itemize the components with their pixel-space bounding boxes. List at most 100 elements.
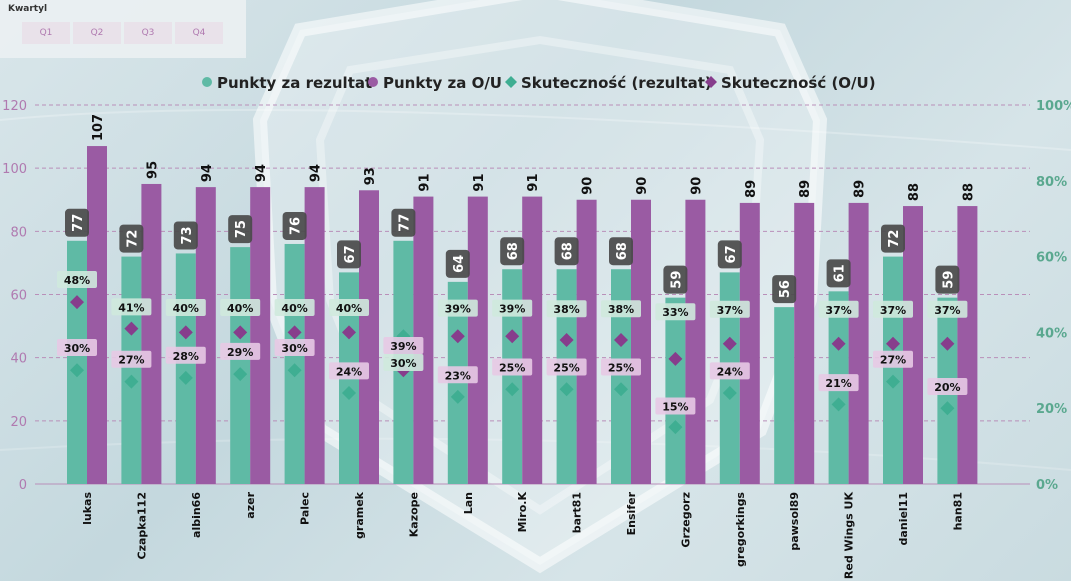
x-category-label: Czapka112 <box>135 492 148 559</box>
slicer-option-q2[interactable]: Q2 <box>73 22 121 44</box>
bar-rezultat <box>611 269 631 484</box>
pct-ou-label-box <box>383 354 424 371</box>
bar-ou-value-label: 89 <box>853 180 868 198</box>
bar-rezultat-label-box <box>663 265 688 294</box>
pct-ou-label: 38% <box>608 303 634 316</box>
bar-ou-value-label: 95 <box>145 161 160 179</box>
quartile-slicer: Kwartyl Q1 Q2 Q3 Q4 <box>0 0 246 58</box>
x-category-label: albin66 <box>190 492 203 538</box>
slicer-option-q3[interactable]: Q3 <box>124 22 172 44</box>
pct-ou-label: 41% <box>118 301 144 314</box>
marker-skutecznosc-rez <box>342 386 356 401</box>
marker-skutecznosc-rez <box>124 374 139 389</box>
pct-ou-label: 30% <box>390 357 416 370</box>
pct-rez-label: 25% <box>608 362 634 375</box>
bar-rezultat <box>502 269 523 484</box>
y-tick-label: 60 <box>10 289 27 304</box>
pct-rez-label-box <box>111 350 152 368</box>
slicer-option-q4[interactable]: Q4 <box>175 22 223 44</box>
pct-rez-label: 29% <box>227 346 253 359</box>
x-category-label: gregorkings <box>734 492 747 567</box>
marker-skutecznosc-ou <box>233 325 248 340</box>
pct-ou-label: 39% <box>499 303 525 316</box>
pct-rez-label: 20% <box>934 381 960 394</box>
marker-skutecznosc-rez <box>940 401 955 416</box>
bar-rezultat-value-label: 73 <box>180 226 195 244</box>
bar-ou-value-label: 88 <box>961 183 976 201</box>
marker-skutecznosc-ou <box>614 332 628 347</box>
bar-rezultat-value-label: 64 <box>452 255 467 273</box>
bar-ou-value-label: 89 <box>798 180 813 198</box>
pct-ou-label-box <box>601 300 641 318</box>
bar-rezultat-label-box <box>173 221 198 250</box>
pct-ou-label-box <box>220 299 261 316</box>
pct-ou-label-box <box>546 300 587 318</box>
bar-rezultat-value-label: 68 <box>615 242 630 260</box>
bar-rezultat-label-box <box>609 237 633 266</box>
bar-rezultat-label-box <box>119 224 144 253</box>
bar-rezultat-label-box <box>65 208 89 237</box>
bar-ou <box>903 206 923 485</box>
x-category-label: daniel11 <box>897 492 910 545</box>
pct-ou-label: 37% <box>825 304 851 317</box>
legend-label: Skuteczność (O/U) <box>721 74 876 92</box>
bar-ou-value-label: 107 <box>91 114 106 141</box>
marker-skutecznosc-ou <box>559 332 574 347</box>
pct-rez-label-box <box>165 346 206 364</box>
bar-ou-value-label: 91 <box>472 173 487 191</box>
bar-rezultat-label-box <box>500 237 525 266</box>
y2-tick-label: 80% <box>1036 175 1067 190</box>
x-category-label: lukas <box>81 492 94 525</box>
bar-ou <box>195 187 216 484</box>
pct-ou-label: 37% <box>717 304 743 317</box>
pct-ou-label-box <box>165 299 206 316</box>
y2-tick-label: 100% <box>1036 99 1071 114</box>
bar-rezultat-value-label: 67 <box>343 245 358 263</box>
pct-rez-label: 27% <box>118 354 144 367</box>
bar-ou <box>957 206 978 485</box>
pct-rez-label: 39% <box>390 340 416 353</box>
pct-rez-label-box <box>220 342 261 360</box>
legend-marker <box>368 77 378 87</box>
pct-rez-label: 15% <box>662 401 688 414</box>
marker-skutecznosc-rez <box>287 363 302 378</box>
bar-rezultat <box>175 253 196 484</box>
pct-ou-label-box <box>709 300 750 318</box>
pct-ou-label: 33% <box>662 306 688 319</box>
marker-skutecznosc-rez <box>70 363 84 378</box>
pct-ou-label-box <box>655 303 696 321</box>
pct-rez-label-box <box>57 339 97 356</box>
bar-rezultat-value-label: 72 <box>125 230 140 248</box>
bar-ou <box>87 146 107 484</box>
x-category-label: Kazope <box>407 492 420 537</box>
marker-skutecznosc-rez <box>559 382 574 397</box>
bar-rezultat <box>883 256 903 484</box>
bar-rezultat-label-box <box>445 249 470 278</box>
y2-tick-label: 60% <box>1036 251 1067 266</box>
pct-rez-label-box <box>383 337 424 354</box>
marker-skutecznosc-ou <box>940 336 955 351</box>
bar-rezultat <box>230 247 251 484</box>
y-tick-label: 80 <box>10 225 27 240</box>
slicer-option-q1[interactable]: Q1 <box>22 22 70 44</box>
pct-rez-label: 27% <box>880 354 906 367</box>
marker-skutecznosc-rez <box>233 367 248 382</box>
pct-ou-label-box <box>111 298 152 316</box>
bar-ou <box>141 183 162 485</box>
pct-rez-label: 21% <box>825 377 851 390</box>
bar-ou <box>848 202 869 485</box>
pct-ou-label-box <box>274 299 315 316</box>
bar-rezultat-value-label: 67 <box>724 245 739 263</box>
x-category-label: han81 <box>951 492 964 530</box>
pct-rez-label-box <box>709 362 750 380</box>
pct-ou-label: 40% <box>227 302 253 315</box>
y2-tick-label: 40% <box>1036 326 1067 341</box>
bar-rezultat-value-label: 56 <box>778 280 793 298</box>
marker-skutecznosc-ou <box>831 336 846 351</box>
pct-ou-label: 37% <box>880 304 906 317</box>
bar-ou-value-label: 91 <box>417 173 432 191</box>
y-tick-label: 100 <box>2 162 27 177</box>
bar-ou-value-label: 94 <box>200 164 215 182</box>
pct-rez-label-box <box>437 366 478 384</box>
